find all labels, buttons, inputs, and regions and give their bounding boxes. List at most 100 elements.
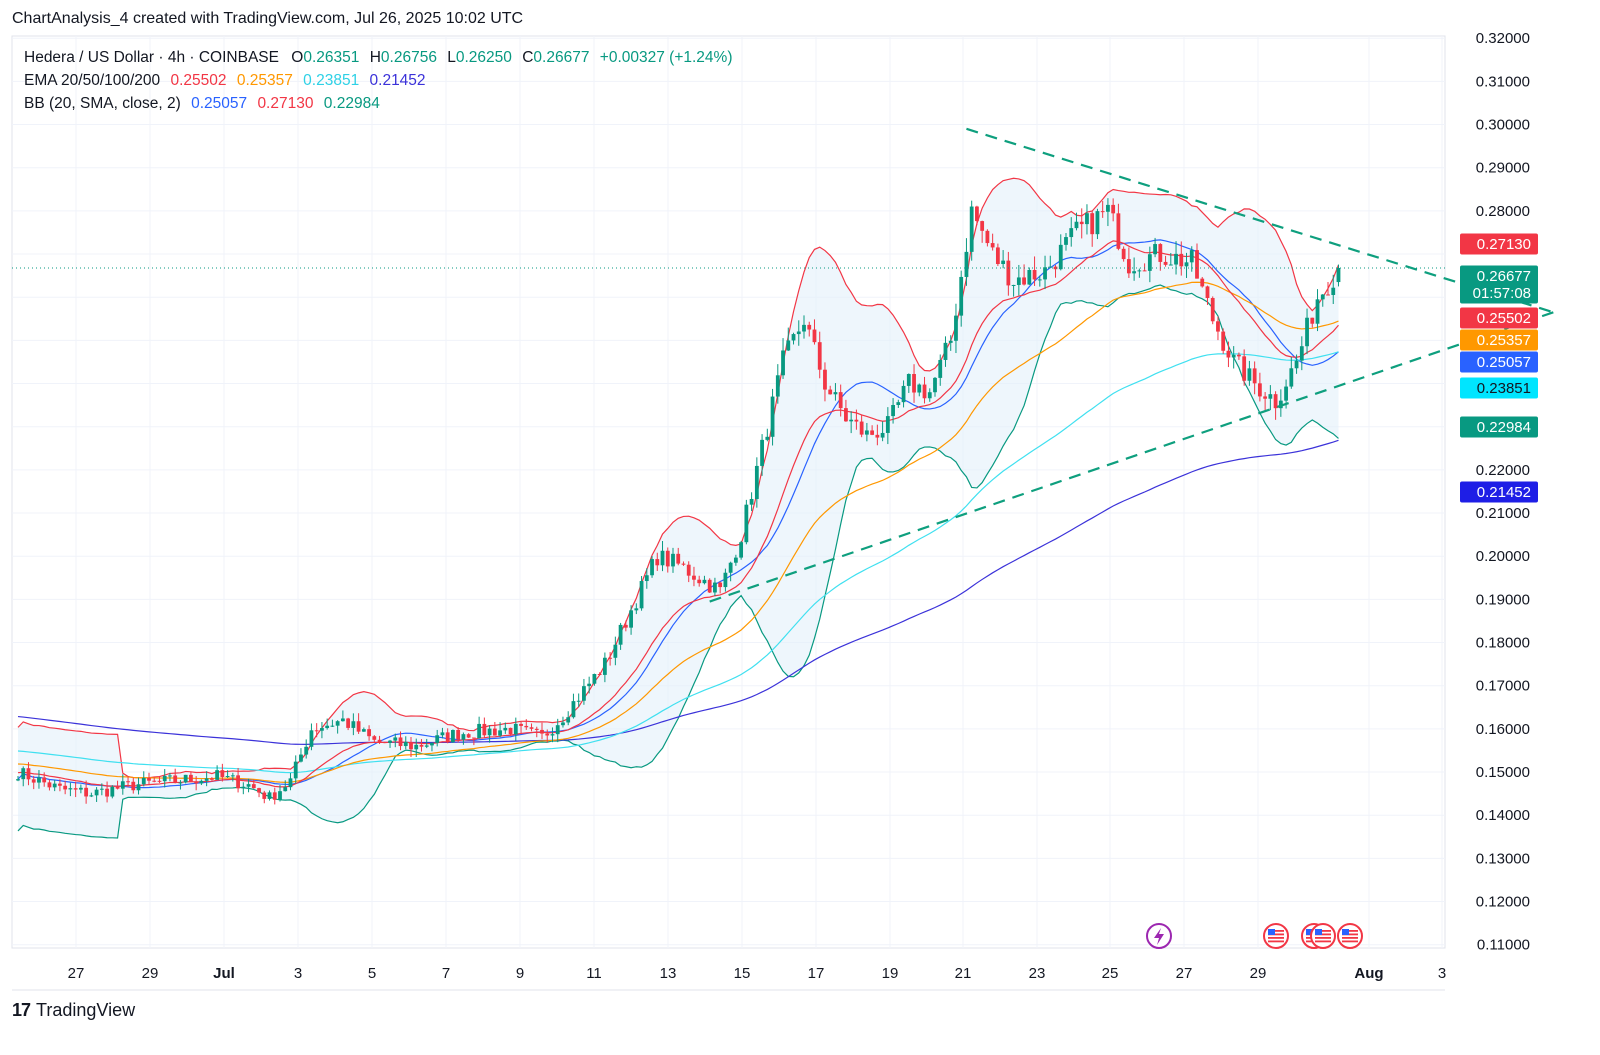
candle-body	[393, 737, 398, 741]
candle-body	[1006, 260, 1011, 286]
candle-body	[1116, 213, 1121, 249]
tradingview-brand-text: TradingView	[36, 1000, 136, 1020]
candle-body	[314, 730, 319, 732]
flag-stripe	[1342, 940, 1358, 943]
tradingview-logo-icon: 17	[12, 1000, 31, 1020]
triangle-trendlines[interactable]	[709, 127, 1554, 603]
price-tick-label: 0.16000	[1476, 721, 1530, 738]
candle-body	[351, 721, 356, 728]
candle-body	[891, 404, 895, 417]
candlesticks	[16, 198, 1341, 805]
tradingview-branding[interactable]: 17 TradingView	[12, 1000, 135, 1021]
candle-body	[995, 247, 1000, 265]
candle-body	[1037, 279, 1042, 281]
candle-body	[419, 744, 424, 747]
price-label-box	[1460, 265, 1538, 304]
legend-ema20: 0.25502	[170, 72, 227, 89]
candle-body	[487, 728, 492, 736]
candle-body	[445, 732, 450, 743]
price-label-text: 0.27130	[1477, 236, 1531, 253]
legend-ema200: 0.21452	[369, 72, 426, 89]
lightning-event-icon[interactable]	[1146, 923, 1172, 949]
candle-body	[189, 774, 193, 782]
time-tick-label: 13	[660, 965, 677, 982]
candle-body	[623, 624, 628, 628]
candle-body	[781, 350, 785, 376]
candle-body	[482, 723, 487, 736]
flag-stripe	[1315, 930, 1331, 932]
candle-body	[775, 375, 780, 397]
candle-body	[1058, 244, 1063, 270]
candle-body	[1163, 261, 1168, 265]
candle-body	[639, 581, 644, 609]
candle-body	[1016, 277, 1021, 285]
candle-body	[503, 727, 508, 731]
price-axis[interactable]: 0.11000 0.12000 0.13000 0.14000 0.15000 0.160…	[1476, 30, 1530, 954]
price-tick-label: 0.17000	[1476, 678, 1530, 695]
price-label-box	[1460, 307, 1538, 329]
legend-ema-row[interactable]: EMA 20/50/100/200 0.25502 0.25357 0.2385…	[24, 69, 732, 92]
candle-body	[16, 779, 20, 781]
time-tick-label: 11	[586, 965, 602, 982]
candle-body	[980, 221, 985, 231]
candle-body	[309, 730, 314, 747]
candle-body	[555, 725, 560, 735]
candle-body	[1158, 244, 1163, 262]
candle-body	[78, 787, 83, 790]
time-axis[interactable]: 27 29 Jul 3 5 7 9 11 13 15 17 19 21 23 25 27 29 Aug 3	[12, 965, 1446, 991]
candle-body	[629, 610, 633, 628]
price-tick-label: 0.13000	[1476, 850, 1530, 867]
candle-body	[1121, 248, 1126, 260]
candle-body	[1074, 221, 1079, 229]
candle-body	[948, 340, 953, 343]
flag-circle	[1263, 923, 1289, 949]
lower-trendline[interactable]	[709, 311, 1554, 603]
price-label-bb_basis: 0.25057	[1460, 351, 1538, 373]
candle-body	[933, 377, 937, 393]
legend-open: 0.26351	[303, 49, 360, 66]
flag-canton	[1315, 929, 1322, 935]
chart-legend: Hedera / US Dollar · 4h · COINBASE O0.26…	[24, 46, 732, 115]
candle-body	[959, 276, 964, 316]
candle-body	[733, 557, 738, 563]
candle-body	[382, 742, 387, 744]
candle-body	[870, 430, 875, 435]
flag-stripe	[1315, 937, 1331, 939]
candle-body	[1216, 321, 1220, 332]
candle-body	[1294, 360, 1299, 369]
candle-body	[550, 734, 555, 736]
us-flag-event-icon[interactable]	[1310, 923, 1336, 949]
candle-body	[84, 787, 89, 797]
candle-body	[1011, 284, 1016, 286]
legend-bb-row[interactable]: BB (20, SMA, close, 2) 0.25057 0.27130 0…	[24, 92, 732, 115]
candle-body	[37, 777, 41, 783]
candle-body	[1289, 368, 1294, 387]
candle-body	[68, 788, 73, 790]
candle-body	[26, 768, 31, 780]
candle-body	[183, 774, 188, 783]
us-flag-event-icon[interactable]	[1263, 923, 1289, 949]
candle-body	[540, 729, 544, 734]
candle-body	[760, 439, 764, 466]
candle-body	[571, 701, 576, 718]
legend-symbol[interactable]: Hedera / US Dollar · 4h · COINBASE	[24, 49, 279, 66]
price-label-ema100: 0.23851	[1460, 377, 1538, 399]
candle-body	[388, 740, 392, 743]
candle-body	[136, 784, 141, 791]
upper-trendline[interactable]	[966, 127, 1554, 314]
time-tick-label: 23	[1029, 965, 1046, 982]
legend-high: 0.26756	[380, 49, 437, 66]
candle-body	[1195, 250, 1199, 279]
candle-body	[246, 784, 251, 787]
candle-body	[917, 384, 922, 393]
price-label-bb_lower: 0.22984	[1460, 416, 1538, 438]
economic-events[interactable]	[1146, 923, 1363, 949]
candle-body	[304, 746, 309, 755]
candle-body	[471, 737, 476, 739]
flag-circle	[1337, 923, 1363, 949]
us-flag-event-icon[interactable]	[1337, 923, 1363, 949]
candle-body	[236, 775, 240, 789]
candle-body	[744, 504, 749, 543]
